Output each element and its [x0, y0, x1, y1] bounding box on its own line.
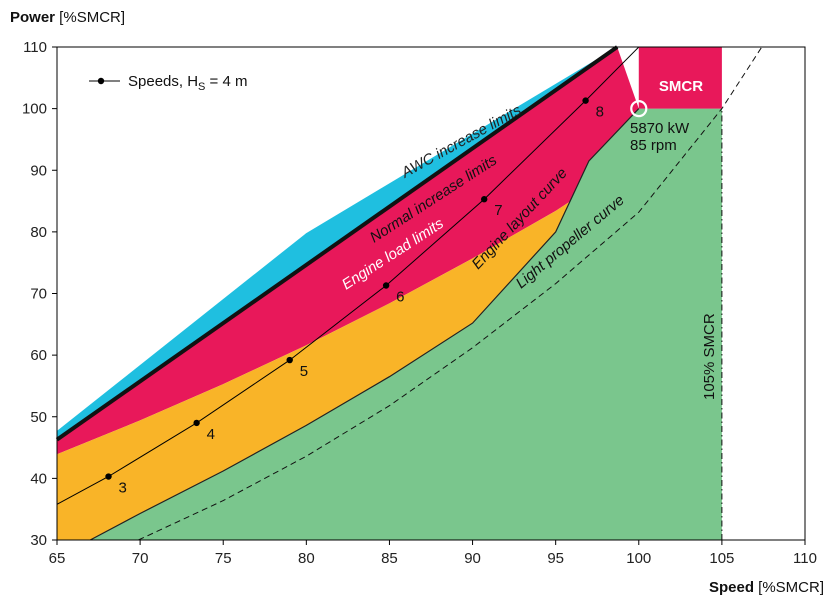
speed-point-label-6: 6: [396, 288, 404, 305]
speed-point-5: [286, 356, 293, 364]
speed-point-label-5: 5: [300, 363, 308, 380]
y-tick-label-30: 30: [30, 532, 47, 549]
legend: Speeds, HS = 4 m: [89, 73, 248, 93]
x-tick-label-75: 75: [215, 550, 232, 567]
speed-point-7: [480, 196, 488, 203]
x-tick-label-95: 95: [547, 550, 564, 567]
speed-point-label-4: 4: [207, 426, 215, 443]
smcr-rpm-label: 85 rpm: [630, 137, 677, 154]
propeller-region: [90, 108, 722, 540]
x-axis-title-unit: [%SMCR]: [754, 579, 824, 596]
smcr-power-label: 5870 kW: [630, 120, 690, 137]
x-tick-label-90: 90: [464, 550, 481, 567]
engine-load-region: [57, 47, 639, 455]
legend-label: Speeds, HS = 4 m: [128, 73, 248, 93]
axes-layer: 65 70 75 80 85 90 95 100 105 11030405060708090100…: [22, 39, 817, 567]
y-tick-label-50: 50: [30, 409, 47, 426]
y-tick-label-110: 110: [23, 39, 47, 56]
normal-increase-line: [55, 45, 619, 442]
speed-point-label-8: 8: [596, 104, 604, 121]
legend-label-main: Speeds, H: [128, 73, 198, 90]
speed-point-label-7: 7: [494, 202, 502, 219]
speed-point-8: [582, 97, 589, 104]
smcr-box-label: SMCR: [659, 78, 703, 95]
speed-point-label-3: 3: [119, 480, 127, 497]
y-axis-title-bold: Power: [10, 9, 55, 26]
speeds-series-line: [56, 46, 640, 505]
speed-point-3: [105, 473, 112, 480]
x-axis-title: Speed [%SMCR]: [709, 579, 824, 596]
light-propeller-dashed-line: [138, 46, 763, 541]
x-tick-label-100: 100: [626, 550, 651, 567]
regions-layer: [57, 47, 722, 540]
layout-lower-line: [89, 108, 640, 541]
y-tick-label-90: 90: [30, 162, 47, 179]
lines-layer: 3 4 5 6 7 8: [55, 45, 763, 541]
smcr-box: [638, 47, 722, 109]
x-tick-label-85: 85: [381, 550, 398, 567]
layout-region: [57, 108, 639, 540]
y-tick-label-100: 100: [22, 101, 47, 118]
speed-point-6: [382, 282, 390, 289]
y-tick-label-80: 80: [30, 224, 47, 241]
y-tick-label-60: 60: [30, 347, 47, 364]
legend-label-sub: S: [198, 81, 205, 93]
legend-marker: [97, 77, 105, 85]
x-tick-label-105: 105: [709, 550, 734, 567]
x-tick-label-70: 70: [132, 550, 149, 567]
smcr-105-label: 105% SMCR: [701, 313, 718, 400]
y-tick-label-40: 40: [30, 470, 47, 487]
smcr-point-marker: [630, 100, 648, 118]
x-tick-label-80: 80: [298, 550, 315, 567]
y-axis-title: Power [%SMCR]: [10, 9, 125, 26]
y-axis-title-unit: [%SMCR]: [55, 9, 125, 26]
x-tick-label-65: 65: [49, 550, 66, 567]
speed-point-4: [193, 419, 200, 427]
y-tick-label-70: 70: [30, 286, 47, 303]
legend-label-tail: = 4 m: [205, 73, 247, 90]
x-axis-title-bold: Speed: [709, 579, 754, 596]
x-tick-label-110: 110: [793, 550, 817, 567]
